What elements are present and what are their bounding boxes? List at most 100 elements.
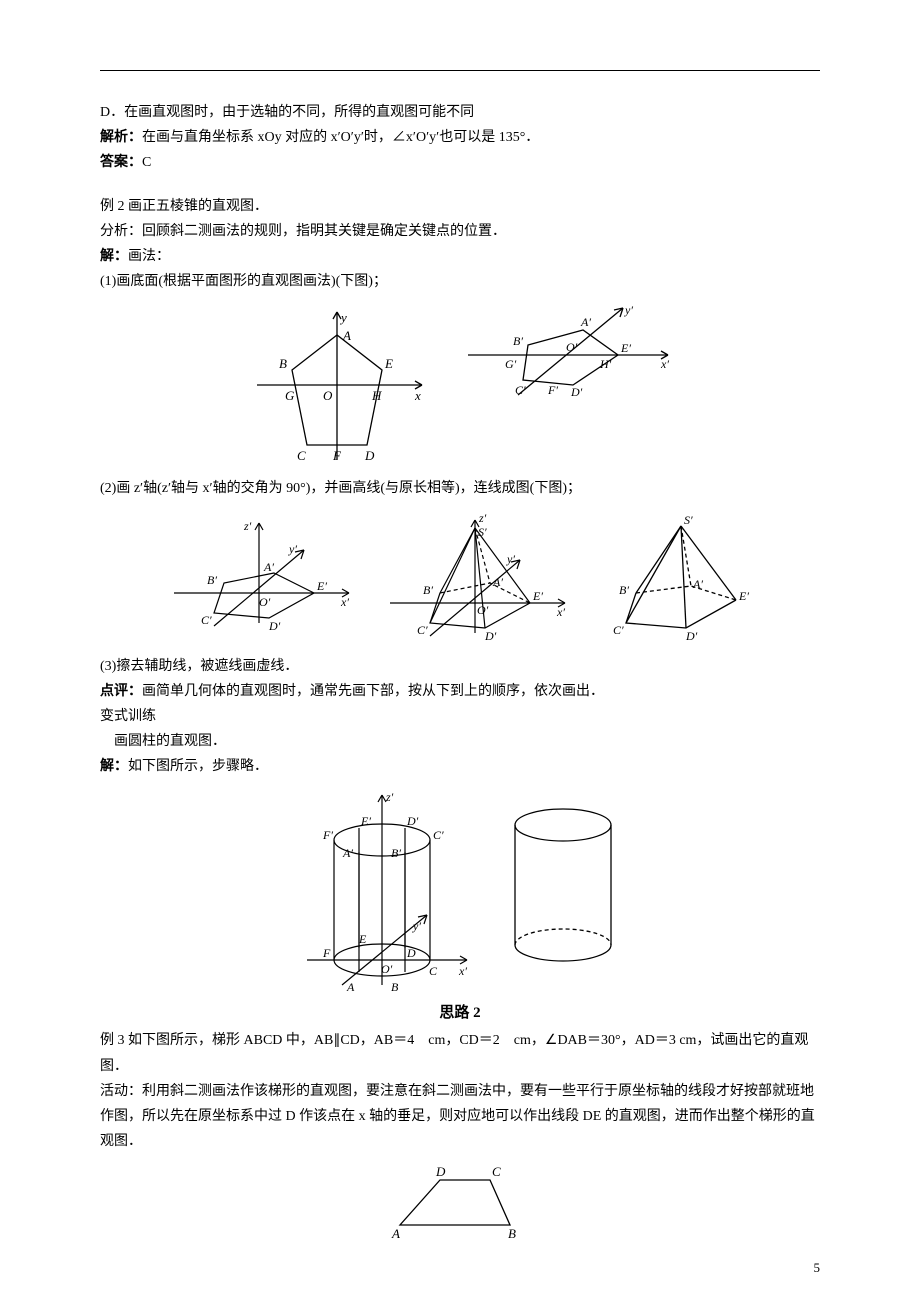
svg-text:y: y [339, 310, 347, 325]
svg-text:D: D [435, 1164, 446, 1179]
svg-text:F′: F′ [322, 828, 333, 842]
dianping-text: 画简单几何体的直观图时，通常先画下部，按从下到上的顺序，依次画出． [142, 684, 604, 699]
daan-line: 答案：C [100, 150, 820, 175]
svg-text:D′: D′ [685, 629, 698, 643]
fig-pentagon-plan: y A B E G O H x C F D [237, 300, 437, 470]
ex2-title: 例 2 画正五棱锥的直观图． [100, 194, 820, 219]
svg-text:C: C [492, 1164, 501, 1179]
ex2-fenxi: 分析：回顾斜二测画法的规则，指明其关键是确定关键点的位置． [100, 219, 820, 244]
fig-cylinder [493, 785, 633, 975]
svg-text:F′: F′ [547, 383, 558, 397]
page: D．在画直观图时，由于选轴的不同，所得的直观图可能不同 解析：在画与直角坐标系 … [0, 0, 920, 1306]
svg-text:z′: z′ [385, 790, 394, 804]
svg-text:C′: C′ [613, 623, 624, 637]
bianshi-jie: 解：如下图所示，步骤略． [100, 754, 820, 779]
svg-text:S′: S′ [478, 525, 487, 539]
svg-text:C′: C′ [515, 383, 526, 397]
svg-text:D: D [364, 448, 375, 463]
page-number: 5 [814, 1260, 821, 1276]
svg-text:A′: A′ [692, 577, 703, 591]
ex2-step2: (2)画 z′轴(z′轴与 x′轴的交角为 90°)，并画高线(与原长相等)，连… [100, 476, 820, 501]
svg-text:y′: y′ [412, 919, 421, 933]
svg-text:x′: x′ [660, 357, 669, 371]
svg-text:A′: A′ [342, 846, 353, 860]
dianping-label: 点评： [100, 684, 142, 699]
daan-label: 答案： [100, 155, 142, 170]
jiexi-label: 解析： [100, 130, 142, 145]
svg-text:B′: B′ [423, 583, 433, 597]
svg-text:H′: H′ [599, 357, 612, 371]
svg-text:D: D [406, 946, 416, 960]
svg-text:A: A [391, 1226, 400, 1240]
svg-text:B: B [508, 1226, 516, 1240]
fig-pentagon-oblique: y′ A′ B′ E′ G′ O′ H′ x′ C′ F′ D′ [453, 300, 683, 410]
svg-text:B′: B′ [619, 583, 629, 597]
svg-text:y′: y′ [506, 552, 515, 566]
svg-text:D′: D′ [570, 385, 583, 399]
svg-text:C′: C′ [417, 623, 428, 637]
svg-text:E′: E′ [620, 341, 631, 355]
ex2-jie: 解：画法： [100, 244, 820, 269]
header-rule [100, 70, 820, 71]
option-d: D．在画直观图时，由于选轴的不同，所得的直观图可能不同 [100, 100, 820, 125]
svg-text:B: B [279, 356, 287, 371]
svg-text:A: A [346, 980, 355, 994]
silu2: 思路 2 [100, 1001, 820, 1022]
svg-text:E′: E′ [532, 589, 543, 603]
daan-text: C [142, 155, 151, 170]
bianshi-q: 画圆柱的直观图． [100, 729, 820, 754]
svg-text:y′: y′ [288, 542, 297, 556]
svg-text:O′: O′ [259, 595, 271, 609]
svg-text:B′: B′ [207, 573, 217, 587]
svg-text:E′: E′ [738, 589, 749, 603]
ex2-step1: (1)画底面(根据平面图形的直观图画法)(下图)； [100, 269, 820, 294]
fig-pyramid-final: S′ B′ A′ E′ C′ D′ [591, 508, 761, 648]
svg-text:x′: x′ [556, 605, 565, 619]
jiexi-line: 解析：在画与直角坐标系 xOy 对应的 x′O′y′时，∠x′O′y′也可以是 … [100, 125, 820, 150]
ex2-step3: (3)擦去辅助线，被遮线画虚线． [100, 654, 820, 679]
svg-text:C′: C′ [201, 613, 212, 627]
svg-text:O′: O′ [566, 340, 578, 354]
svg-text:A′: A′ [580, 315, 591, 329]
jiexi-text: 在画与直角坐标系 xOy 对应的 x′O′y′时，∠x′O′y′也可以是 135… [142, 130, 539, 145]
bianshi-jie-label: 解： [100, 759, 128, 774]
svg-text:D′: D′ [406, 814, 419, 828]
svg-text:A′: A′ [263, 560, 274, 574]
svg-text:C: C [297, 448, 306, 463]
svg-text:D′: D′ [268, 619, 281, 633]
svg-text:x′: x′ [340, 595, 349, 609]
fig-row-3: z′ E′ D′ F′ C′ A′ B′ E y′ F D O′ C x′ A … [100, 785, 820, 995]
svg-text:C′: C′ [433, 828, 444, 842]
fig-row-1: y A B E G O H x C F D y′ A′ B′ E [100, 300, 820, 470]
fig-cylinder-plan: z′ E′ D′ F′ C′ A′ B′ E y′ F D O′ C x′ A … [287, 785, 477, 995]
spacer [100, 176, 820, 194]
svg-text:E′: E′ [360, 814, 371, 828]
jie-label: 解： [100, 249, 128, 264]
bianshi: 变式训练 [100, 704, 820, 729]
svg-text:O: O [323, 388, 333, 403]
svg-text:y′: y′ [624, 303, 633, 317]
svg-text:E′: E′ [316, 579, 327, 593]
svg-text:A′: A′ [492, 575, 503, 589]
fig-pyramid-build: z′ S′ y′ B′ A′ E′ O′ x′ C′ D′ [375, 508, 575, 648]
svg-text:D′: D′ [484, 629, 497, 643]
svg-text:G: G [285, 388, 295, 403]
bianshi-jie-text: 如下图所示，步骤略． [128, 759, 268, 774]
svg-text:O′: O′ [381, 962, 393, 976]
svg-text:z′: z′ [243, 519, 252, 533]
svg-text:x: x [414, 388, 421, 403]
ex2-dianping: 点评：画简单几何体的直观图时，通常先画下部，按从下到上的顺序，依次画出． [100, 679, 820, 704]
fig-pyramid-axes: z′ y′ A′ B′ E′ O′ x′ C′ D′ [159, 508, 359, 638]
svg-text:z′: z′ [478, 511, 487, 525]
svg-text:x′: x′ [458, 964, 467, 978]
fig-row-2: z′ y′ A′ B′ E′ O′ x′ C′ D′ [100, 508, 820, 648]
svg-text:F: F [332, 448, 342, 463]
jie-text: 画法： [128, 249, 170, 264]
svg-text:A: A [342, 328, 351, 343]
svg-text:S′: S′ [684, 513, 693, 527]
fig-row-4: D C A B [100, 1160, 820, 1240]
svg-text:O′: O′ [477, 603, 489, 617]
svg-text:B: B [391, 980, 399, 994]
svg-text:B′: B′ [513, 334, 523, 348]
svg-text:G′: G′ [505, 357, 517, 371]
